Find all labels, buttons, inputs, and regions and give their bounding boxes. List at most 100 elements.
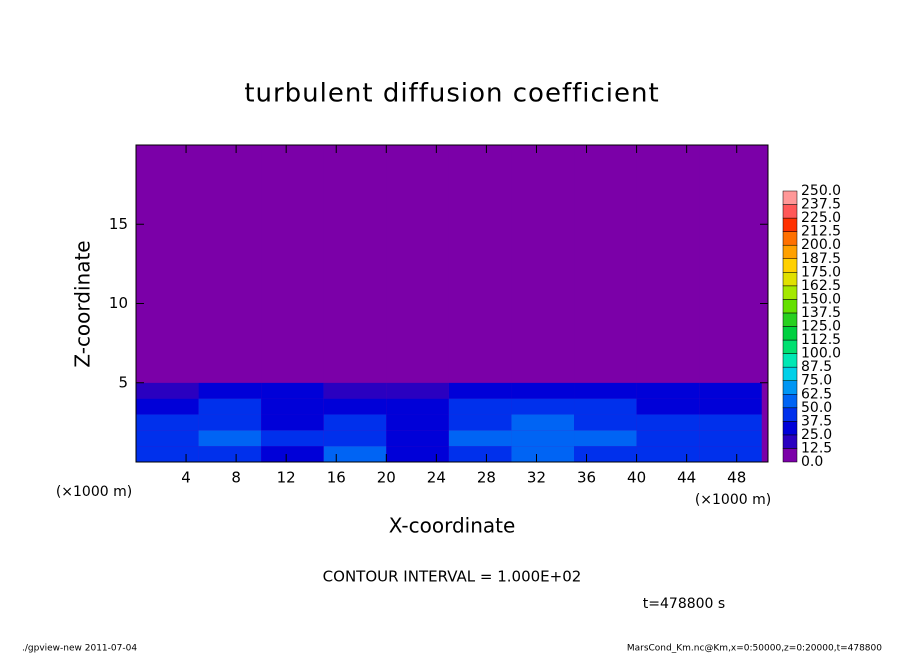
colorbar-label: 50.0 [801, 400, 832, 416]
heatmap-cell [448, 446, 512, 462]
colorbar-band [782, 285, 798, 300]
heatmap-cell [574, 398, 637, 415]
heatmap-cell [574, 145, 637, 383]
colorbar-label: 87.5 [801, 359, 832, 375]
y-axis-label: Z-coordinate [71, 240, 95, 367]
heatmap-cell [323, 414, 387, 431]
colorbar-band [782, 434, 798, 449]
heatmap-cell [699, 382, 762, 399]
heatmap-cell [136, 145, 199, 383]
x-tick-label: 48 [727, 469, 746, 487]
heatmap-cell [574, 414, 637, 431]
heatmap-cell [198, 430, 262, 447]
colorbar-band [782, 272, 798, 287]
heatmap-cell [448, 145, 512, 383]
x-tick-label: 4 [181, 469, 191, 487]
x-unit: (×1000 m) [695, 492, 771, 508]
colorbar-band [782, 366, 798, 381]
x-tick-label: 24 [427, 469, 446, 487]
colorbar-label: 62.5 [801, 386, 832, 402]
heatmap-cell [261, 145, 324, 383]
colorbar-band [782, 448, 798, 463]
heatmap-cell [511, 414, 575, 431]
heatmap-cell [636, 145, 700, 383]
colorbar-band [782, 190, 798, 205]
heatmap-cell [574, 430, 637, 447]
colorbar-band [782, 312, 798, 327]
heatmap-cell [511, 382, 575, 399]
heatmap-cell [448, 382, 512, 399]
heatmap-cell [699, 145, 762, 383]
colorbar-label: 0.0 [801, 454, 823, 470]
heatmap-cell [448, 430, 512, 447]
x-tick-label: 32 [527, 469, 546, 487]
y-tick-label: 10 [109, 294, 128, 312]
heatmap-cell [511, 446, 575, 462]
heatmap-cell [699, 446, 762, 462]
colorbar-label: 162.5 [801, 278, 841, 294]
colorbar-label: 100.0 [801, 346, 841, 362]
heatmap-cell [511, 145, 575, 383]
heatmap-cell [261, 382, 324, 399]
heatmap-cell [448, 414, 512, 431]
colorbar-label: 37.5 [801, 413, 832, 429]
heatmap-cell [699, 398, 762, 415]
x-tick-label: 12 [277, 469, 296, 487]
heatmap-cell [136, 398, 199, 415]
heatmap-cell [636, 446, 700, 462]
heatmap-cell [198, 414, 262, 431]
heatmap-cell [198, 382, 262, 399]
x-tick-label: 44 [677, 469, 696, 487]
colorbar-label: 137.5 [801, 305, 841, 321]
heatmap-cell [198, 398, 262, 415]
colorbar-label: 150.0 [801, 291, 841, 307]
colorbar-label: 187.5 [801, 251, 841, 267]
heatmap-cell [386, 382, 449, 399]
y-tick-label: 5 [118, 373, 128, 391]
contour-interval: CONTOUR INTERVAL = 1.000E+02 [323, 568, 582, 586]
heatmap-cell [699, 430, 762, 447]
heatmap-cell [136, 382, 199, 399]
colorbar-band [782, 217, 798, 232]
heatmap-cell [136, 414, 199, 431]
y-tick-label: 15 [109, 215, 128, 233]
heatmap-cell [323, 398, 387, 415]
y-unit: (×1000 m) [56, 484, 132, 500]
heatmap-cell [699, 414, 762, 431]
heatmap-cell [386, 145, 449, 383]
heatmap-cell [636, 430, 700, 447]
colorbar-band [782, 421, 798, 436]
footer-right: MarsCond_Km.nc@Km,x=0:50000,z=0:20000,t=… [627, 644, 882, 654]
x-tick-label: 8 [231, 469, 241, 487]
heatmap-cell [323, 145, 387, 383]
heatmap-cell [386, 430, 449, 447]
heatmap-cell [323, 446, 387, 462]
x-tick-label: 28 [477, 469, 496, 487]
heatmap-cell [323, 382, 387, 399]
heatmap-cell [261, 398, 324, 415]
heatmap-cell [136, 446, 199, 462]
colorbar-label: 25.0 [801, 427, 832, 443]
heatmap-cell [636, 414, 700, 431]
colorbar-band [782, 258, 798, 273]
x-tick-label: 20 [377, 469, 396, 487]
heatmap-cell [261, 446, 324, 462]
colorbar-band [782, 326, 798, 341]
x-tick-label: 16 [327, 469, 346, 487]
heatmap-cell [386, 398, 449, 415]
heatmap-cell [386, 446, 449, 462]
colorbar-band [782, 339, 798, 354]
heatmap-cell [386, 414, 449, 431]
heatmap-cell [636, 382, 700, 399]
colorbar-label: 237.5 [801, 197, 841, 213]
heatmap-cell [136, 430, 199, 447]
colorbar-label: 250.0 [801, 183, 841, 199]
heatmap-cell [636, 398, 700, 415]
colorbar-label: 200.0 [801, 237, 841, 253]
chart-title: turbulent diffusion coefficient [244, 79, 659, 109]
heatmap-cell [261, 430, 324, 447]
time-annotation: t=478800 s [643, 596, 725, 612]
heatmap-cell [511, 430, 575, 447]
heatmap-cell [574, 446, 637, 462]
